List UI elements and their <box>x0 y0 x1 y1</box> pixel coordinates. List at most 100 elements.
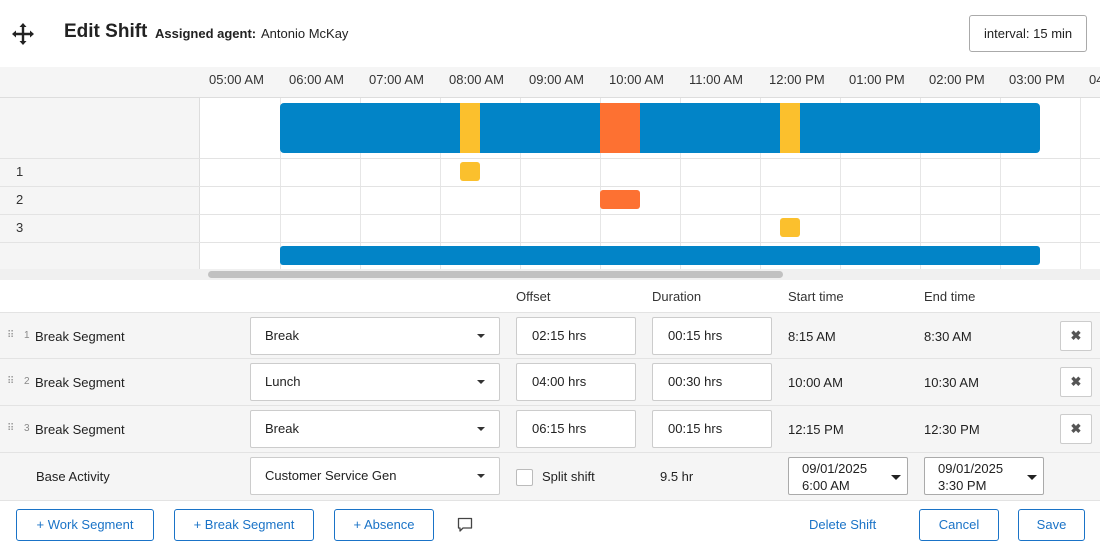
activity-select[interactable]: Break <box>250 317 500 355</box>
segment-row: ⠿ 3 Break Segment Break 06:15 hrs 00:15 … <box>0 406 1100 453</box>
grid-line <box>360 98 361 269</box>
base-activity-select[interactable]: Customer Service Gen <box>250 457 500 495</box>
chevron-down-icon <box>1027 475 1037 480</box>
start-datetime-picker[interactable]: 09/01/2025 6:00 AM <box>788 457 908 495</box>
scrollbar-thumb[interactable] <box>208 271 783 278</box>
duration-input[interactable]: 00:30 hrs <box>652 363 772 401</box>
segment-row: ⠿ 2 Break Segment Lunch 04:00 hrs 00:30 … <box>0 359 1100 406</box>
interval-selector[interactable]: interval: 15 min <box>969 15 1087 52</box>
segment-row: ⠿ 1 Break Segment Break 02:15 hrs 00:15 … <box>0 312 1100 359</box>
hour-label: 08:00 AM <box>449 72 504 87</box>
grid-line <box>0 242 1100 243</box>
hour-label: 02:00 PM <box>929 72 985 87</box>
grid-line <box>760 98 761 269</box>
grid-line <box>1000 98 1001 269</box>
start-date: 09/01/2025 <box>802 461 868 476</box>
end-time-value: 12:30 PM <box>924 422 980 437</box>
offset-input[interactable]: 06:15 hrs <box>516 410 636 448</box>
chevron-down-icon <box>891 475 901 480</box>
close-icon: ✖ <box>1070 328 1082 343</box>
base-activity-bar[interactable] <box>280 246 1040 265</box>
end-time: 3:30 PM <box>938 478 987 493</box>
chevron-down-icon <box>477 334 485 338</box>
activity-value: Break <box>265 328 299 343</box>
chevron-down-icon <box>477 427 485 431</box>
activity-select[interactable]: Break <box>250 410 500 448</box>
row-number: 2 <box>16 192 24 207</box>
drag-handle-icon[interactable]: ⠿ <box>7 376 14 387</box>
cancel-button[interactable]: Cancel <box>919 509 999 541</box>
add-absence-button[interactable]: + Absence <box>334 509 434 541</box>
activity-value: Break <box>265 421 299 436</box>
break-segment-bar[interactable] <box>780 103 800 153</box>
row-number: 1 <box>16 164 24 179</box>
comment-icon[interactable] <box>457 517 473 533</box>
duration-header: Duration <box>652 289 702 304</box>
row-index: 1 <box>24 330 30 341</box>
activity-value: Customer Service Gen <box>265 468 397 483</box>
assigned-agent-value: Antonio McKay <box>261 26 349 41</box>
duration-input[interactable]: 00:15 hrs <box>652 410 772 448</box>
split-shift-label: Split shift <box>542 469 595 484</box>
chevron-down-icon <box>477 380 485 384</box>
hour-label: 05:00 AM <box>209 72 264 87</box>
start-time-header: Start time <box>788 289 844 304</box>
offset-input[interactable]: 02:15 hrs <box>516 317 636 355</box>
end-datetime-picker[interactable]: 09/01/2025 3:30 PM <box>924 457 1044 495</box>
hour-label: 01:00 PM <box>849 72 905 87</box>
dialog-header: Edit Shift Assigned agent: Antonio McKay… <box>0 0 1100 67</box>
grid-line <box>680 98 681 269</box>
end-time-header: End time <box>924 289 976 304</box>
grid-line <box>520 98 521 269</box>
shift-timeline: 05:00 AM 06:00 AM 07:00 AM 08:00 AM 09:0… <box>0 67 1100 280</box>
hour-label: 07:00 AM <box>369 72 424 87</box>
offset-header: Offset <box>516 289 551 304</box>
dialog-footer: + Work Segment + Break Segment + Absence… <box>0 500 1100 545</box>
break-segment-chip[interactable] <box>780 218 800 237</box>
grid-line <box>1080 98 1081 269</box>
hour-label: 06:00 AM <box>289 72 344 87</box>
close-icon: ✖ <box>1070 374 1082 389</box>
row-index: 2 <box>24 376 30 387</box>
page-title: Edit Shift <box>64 21 148 42</box>
assigned-agent-label: Assigned agent: <box>155 26 257 41</box>
hour-label: 12:00 PM <box>769 72 825 87</box>
duration-input[interactable]: 00:15 hrs <box>652 317 772 355</box>
row-gutter: 1 2 3 <box>0 98 200 269</box>
lunch-segment-chip[interactable] <box>600 190 640 209</box>
start-time: 6:00 AM <box>802 478 850 493</box>
activity-select[interactable]: Lunch <box>250 363 500 401</box>
lunch-segment-bar[interactable] <box>600 103 640 153</box>
move-arrows-icon[interactable] <box>11 22 35 46</box>
hour-label: 04:00 PM <box>1089 72 1100 87</box>
close-icon: ✖ <box>1070 421 1082 436</box>
activity-value: Lunch <box>265 374 301 389</box>
split-shift-checkbox[interactable] <box>516 469 533 486</box>
start-time-value: 10:00 AM <box>788 375 843 390</box>
break-segment-chip[interactable] <box>460 162 480 181</box>
shift-total-hours: 9.5 hr <box>660 469 694 484</box>
grid-line <box>600 98 601 269</box>
end-date: 09/01/2025 <box>938 461 1004 476</box>
grid-line <box>920 98 921 269</box>
drag-handle-icon[interactable]: ⠿ <box>7 423 14 434</box>
delete-shift-button[interactable]: Delete Shift <box>809 517 877 532</box>
segment-name: Break Segment <box>35 375 125 390</box>
hour-label: 03:00 PM <box>1009 72 1065 87</box>
drag-handle-icon[interactable]: ⠿ <box>7 330 14 341</box>
add-work-segment-button[interactable]: + Work Segment <box>16 509 154 541</box>
delete-row-button[interactable]: ✖ <box>1060 414 1092 444</box>
shift-bar[interactable] <box>280 103 1040 153</box>
delete-row-button[interactable]: ✖ <box>1060 321 1092 351</box>
break-segment-bar[interactable] <box>460 103 480 153</box>
grid-line <box>0 158 1100 159</box>
base-activity-label: Base Activity <box>36 469 110 484</box>
segment-name: Break Segment <box>35 329 125 344</box>
start-time-value: 12:15 PM <box>788 422 844 437</box>
save-button[interactable]: Save <box>1018 509 1085 541</box>
delete-row-button[interactable]: ✖ <box>1060 367 1092 397</box>
row-number: 3 <box>16 220 24 235</box>
offset-input[interactable]: 04:00 hrs <box>516 363 636 401</box>
hour-label: 11:00 AM <box>689 72 743 87</box>
add-break-segment-button[interactable]: + Break Segment <box>174 509 314 541</box>
